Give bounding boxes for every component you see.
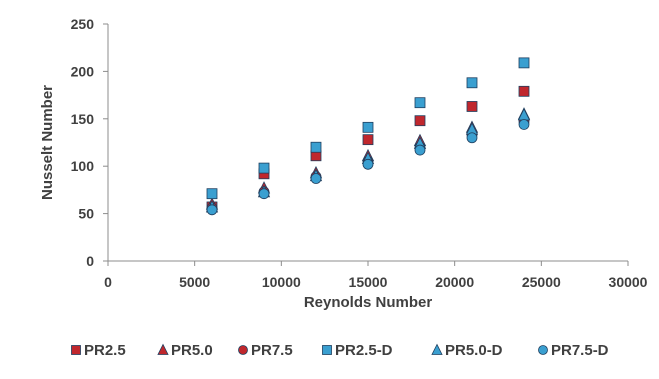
data-point bbox=[206, 188, 218, 200]
data-point bbox=[466, 132, 478, 144]
data-point bbox=[258, 188, 270, 200]
data-point bbox=[310, 141, 322, 153]
legend-label: PR7.5-D bbox=[551, 342, 609, 359]
legend-item: PR7.5 bbox=[238, 342, 293, 359]
legend-marker bbox=[157, 343, 169, 355]
legend-label: PR5.0 bbox=[171, 342, 213, 359]
data-point bbox=[362, 134, 374, 146]
legend-item: PR5.0-D bbox=[431, 342, 503, 359]
data-point bbox=[362, 158, 374, 170]
y-axis-title: Nusselt Number bbox=[39, 85, 56, 200]
y-tick-label: 250 bbox=[71, 16, 95, 32]
data-point bbox=[414, 144, 426, 156]
x-tick-label: 20000 bbox=[435, 274, 474, 290]
data-point bbox=[518, 85, 530, 97]
legend-label: PR2.5 bbox=[84, 342, 126, 359]
legend-item: PR7.5-D bbox=[538, 342, 609, 359]
x-tick-label: 25000 bbox=[522, 274, 561, 290]
data-point bbox=[466, 77, 478, 89]
y-tick-label: 0 bbox=[86, 253, 94, 269]
legend-marker bbox=[238, 345, 248, 355]
data-point bbox=[206, 204, 218, 216]
legend-marker bbox=[538, 345, 548, 355]
x-tick-label: 30000 bbox=[609, 274, 648, 290]
data-point bbox=[518, 119, 530, 130]
series-pr2-5-d bbox=[206, 57, 530, 200]
tick-labels: 0 5000 10000 15000 20000 25000 30000 0 50 100 150 2… bbox=[71, 16, 648, 290]
y-tick-label: 200 bbox=[71, 63, 95, 79]
series-pr7-5-d bbox=[206, 119, 530, 216]
y-tick-label: 100 bbox=[71, 158, 95, 174]
data-point bbox=[518, 57, 530, 69]
legend-item: PR2.5 bbox=[71, 342, 126, 359]
x-tick-label: 5000 bbox=[179, 274, 210, 290]
legend-item: PR5.0 bbox=[157, 342, 213, 359]
legend-label: PR5.0-D bbox=[445, 342, 503, 359]
axes bbox=[103, 23, 629, 266]
data-points bbox=[205, 57, 531, 216]
y-tick-label: 50 bbox=[78, 206, 94, 222]
legend-label: PR2.5-D bbox=[335, 342, 393, 359]
x-tick-label: 0 bbox=[104, 274, 112, 290]
data-point bbox=[466, 101, 478, 112]
data-point bbox=[517, 108, 531, 121]
y-tick-label: 150 bbox=[71, 111, 95, 127]
legend: PR2.5 PR5.0 PR7.5 PR2.5-D PR5.0-D PR7.5-D bbox=[71, 342, 609, 359]
x-tick-label: 15000 bbox=[349, 274, 388, 290]
legend-marker bbox=[431, 343, 443, 355]
data-point bbox=[414, 115, 426, 127]
legend-item: PR2.5-D bbox=[322, 342, 393, 359]
data-point bbox=[414, 97, 426, 109]
data-point bbox=[362, 121, 374, 133]
x-axis-title: Reynolds Number bbox=[304, 294, 433, 311]
data-point bbox=[310, 173, 322, 184]
legend-marker bbox=[71, 345, 81, 355]
data-point bbox=[258, 162, 270, 174]
x-tick-label: 10000 bbox=[262, 274, 301, 290]
legend-label: PR7.5 bbox=[251, 342, 293, 359]
legend-marker bbox=[322, 345, 332, 355]
